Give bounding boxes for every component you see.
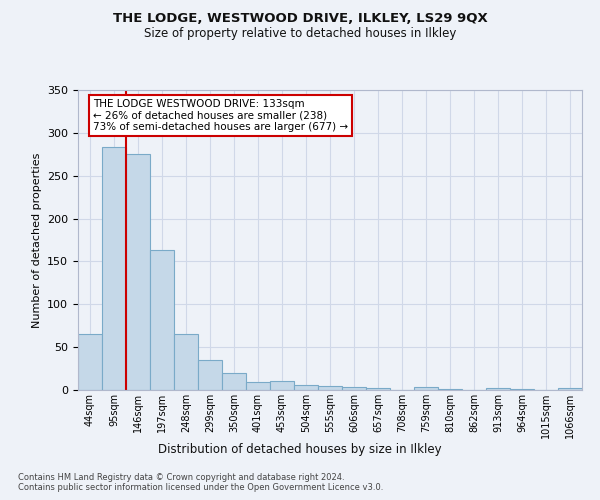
Bar	[222, 373, 246, 390]
Text: Contains public sector information licensed under the Open Government Licence v3: Contains public sector information licen…	[18, 484, 383, 492]
Bar	[78, 334, 102, 390]
Text: Contains HM Land Registry data © Crown copyright and database right 2024.: Contains HM Land Registry data © Crown c…	[18, 472, 344, 482]
Bar	[414, 388, 438, 390]
Bar	[246, 382, 270, 390]
Bar	[342, 386, 366, 390]
Bar	[102, 148, 126, 390]
Bar	[174, 334, 198, 390]
Bar	[294, 385, 318, 390]
Y-axis label: Number of detached properties: Number of detached properties	[32, 152, 41, 328]
Bar	[150, 250, 174, 390]
Bar	[510, 389, 534, 390]
Bar	[270, 382, 294, 390]
Bar	[366, 388, 390, 390]
Bar	[318, 386, 342, 390]
Text: Distribution of detached houses by size in Ilkley: Distribution of detached houses by size …	[158, 442, 442, 456]
Bar	[126, 154, 150, 390]
Bar	[486, 388, 510, 390]
Bar	[558, 388, 582, 390]
Text: THE LODGE WESTWOOD DRIVE: 133sqm
← 26% of detached houses are smaller (238)
73% : THE LODGE WESTWOOD DRIVE: 133sqm ← 26% o…	[93, 99, 348, 132]
Text: Size of property relative to detached houses in Ilkley: Size of property relative to detached ho…	[144, 28, 456, 40]
Text: THE LODGE, WESTWOOD DRIVE, ILKLEY, LS29 9QX: THE LODGE, WESTWOOD DRIVE, ILKLEY, LS29 …	[113, 12, 487, 26]
Bar	[438, 389, 462, 390]
Bar	[198, 360, 222, 390]
